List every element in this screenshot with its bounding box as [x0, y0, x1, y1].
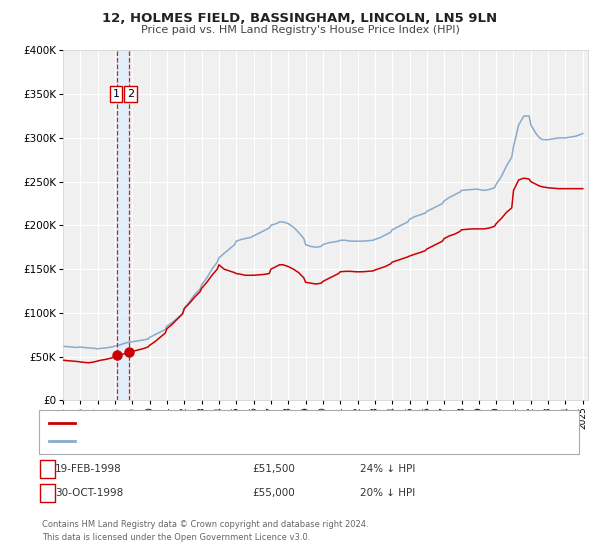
- Text: Contains HM Land Registry data © Crown copyright and database right 2024.
This d: Contains HM Land Registry data © Crown c…: [42, 520, 368, 542]
- Text: 20% ↓ HPI: 20% ↓ HPI: [360, 488, 415, 498]
- Text: 12, HOLMES FIELD, BASSINGHAM, LINCOLN, LN5 9LN (detached house): 12, HOLMES FIELD, BASSINGHAM, LINCOLN, L…: [81, 418, 430, 428]
- Text: HPI: Average price, detached house, North Kesteven: HPI: Average price, detached house, Nort…: [81, 436, 337, 446]
- Text: 30-OCT-1998: 30-OCT-1998: [55, 488, 124, 498]
- Text: 1: 1: [113, 89, 119, 99]
- Text: 1: 1: [44, 464, 51, 474]
- Text: 19-FEB-1998: 19-FEB-1998: [55, 464, 122, 474]
- Text: 2: 2: [44, 488, 51, 498]
- Text: £51,500: £51,500: [252, 464, 295, 474]
- Text: 12, HOLMES FIELD, BASSINGHAM, LINCOLN, LN5 9LN: 12, HOLMES FIELD, BASSINGHAM, LINCOLN, L…: [103, 12, 497, 25]
- Text: 24% ↓ HPI: 24% ↓ HPI: [360, 464, 415, 474]
- Text: Price paid vs. HM Land Registry's House Price Index (HPI): Price paid vs. HM Land Registry's House …: [140, 25, 460, 35]
- Bar: [117, 50, 130, 400]
- Text: 2: 2: [127, 89, 134, 99]
- Text: £55,000: £55,000: [252, 488, 295, 498]
